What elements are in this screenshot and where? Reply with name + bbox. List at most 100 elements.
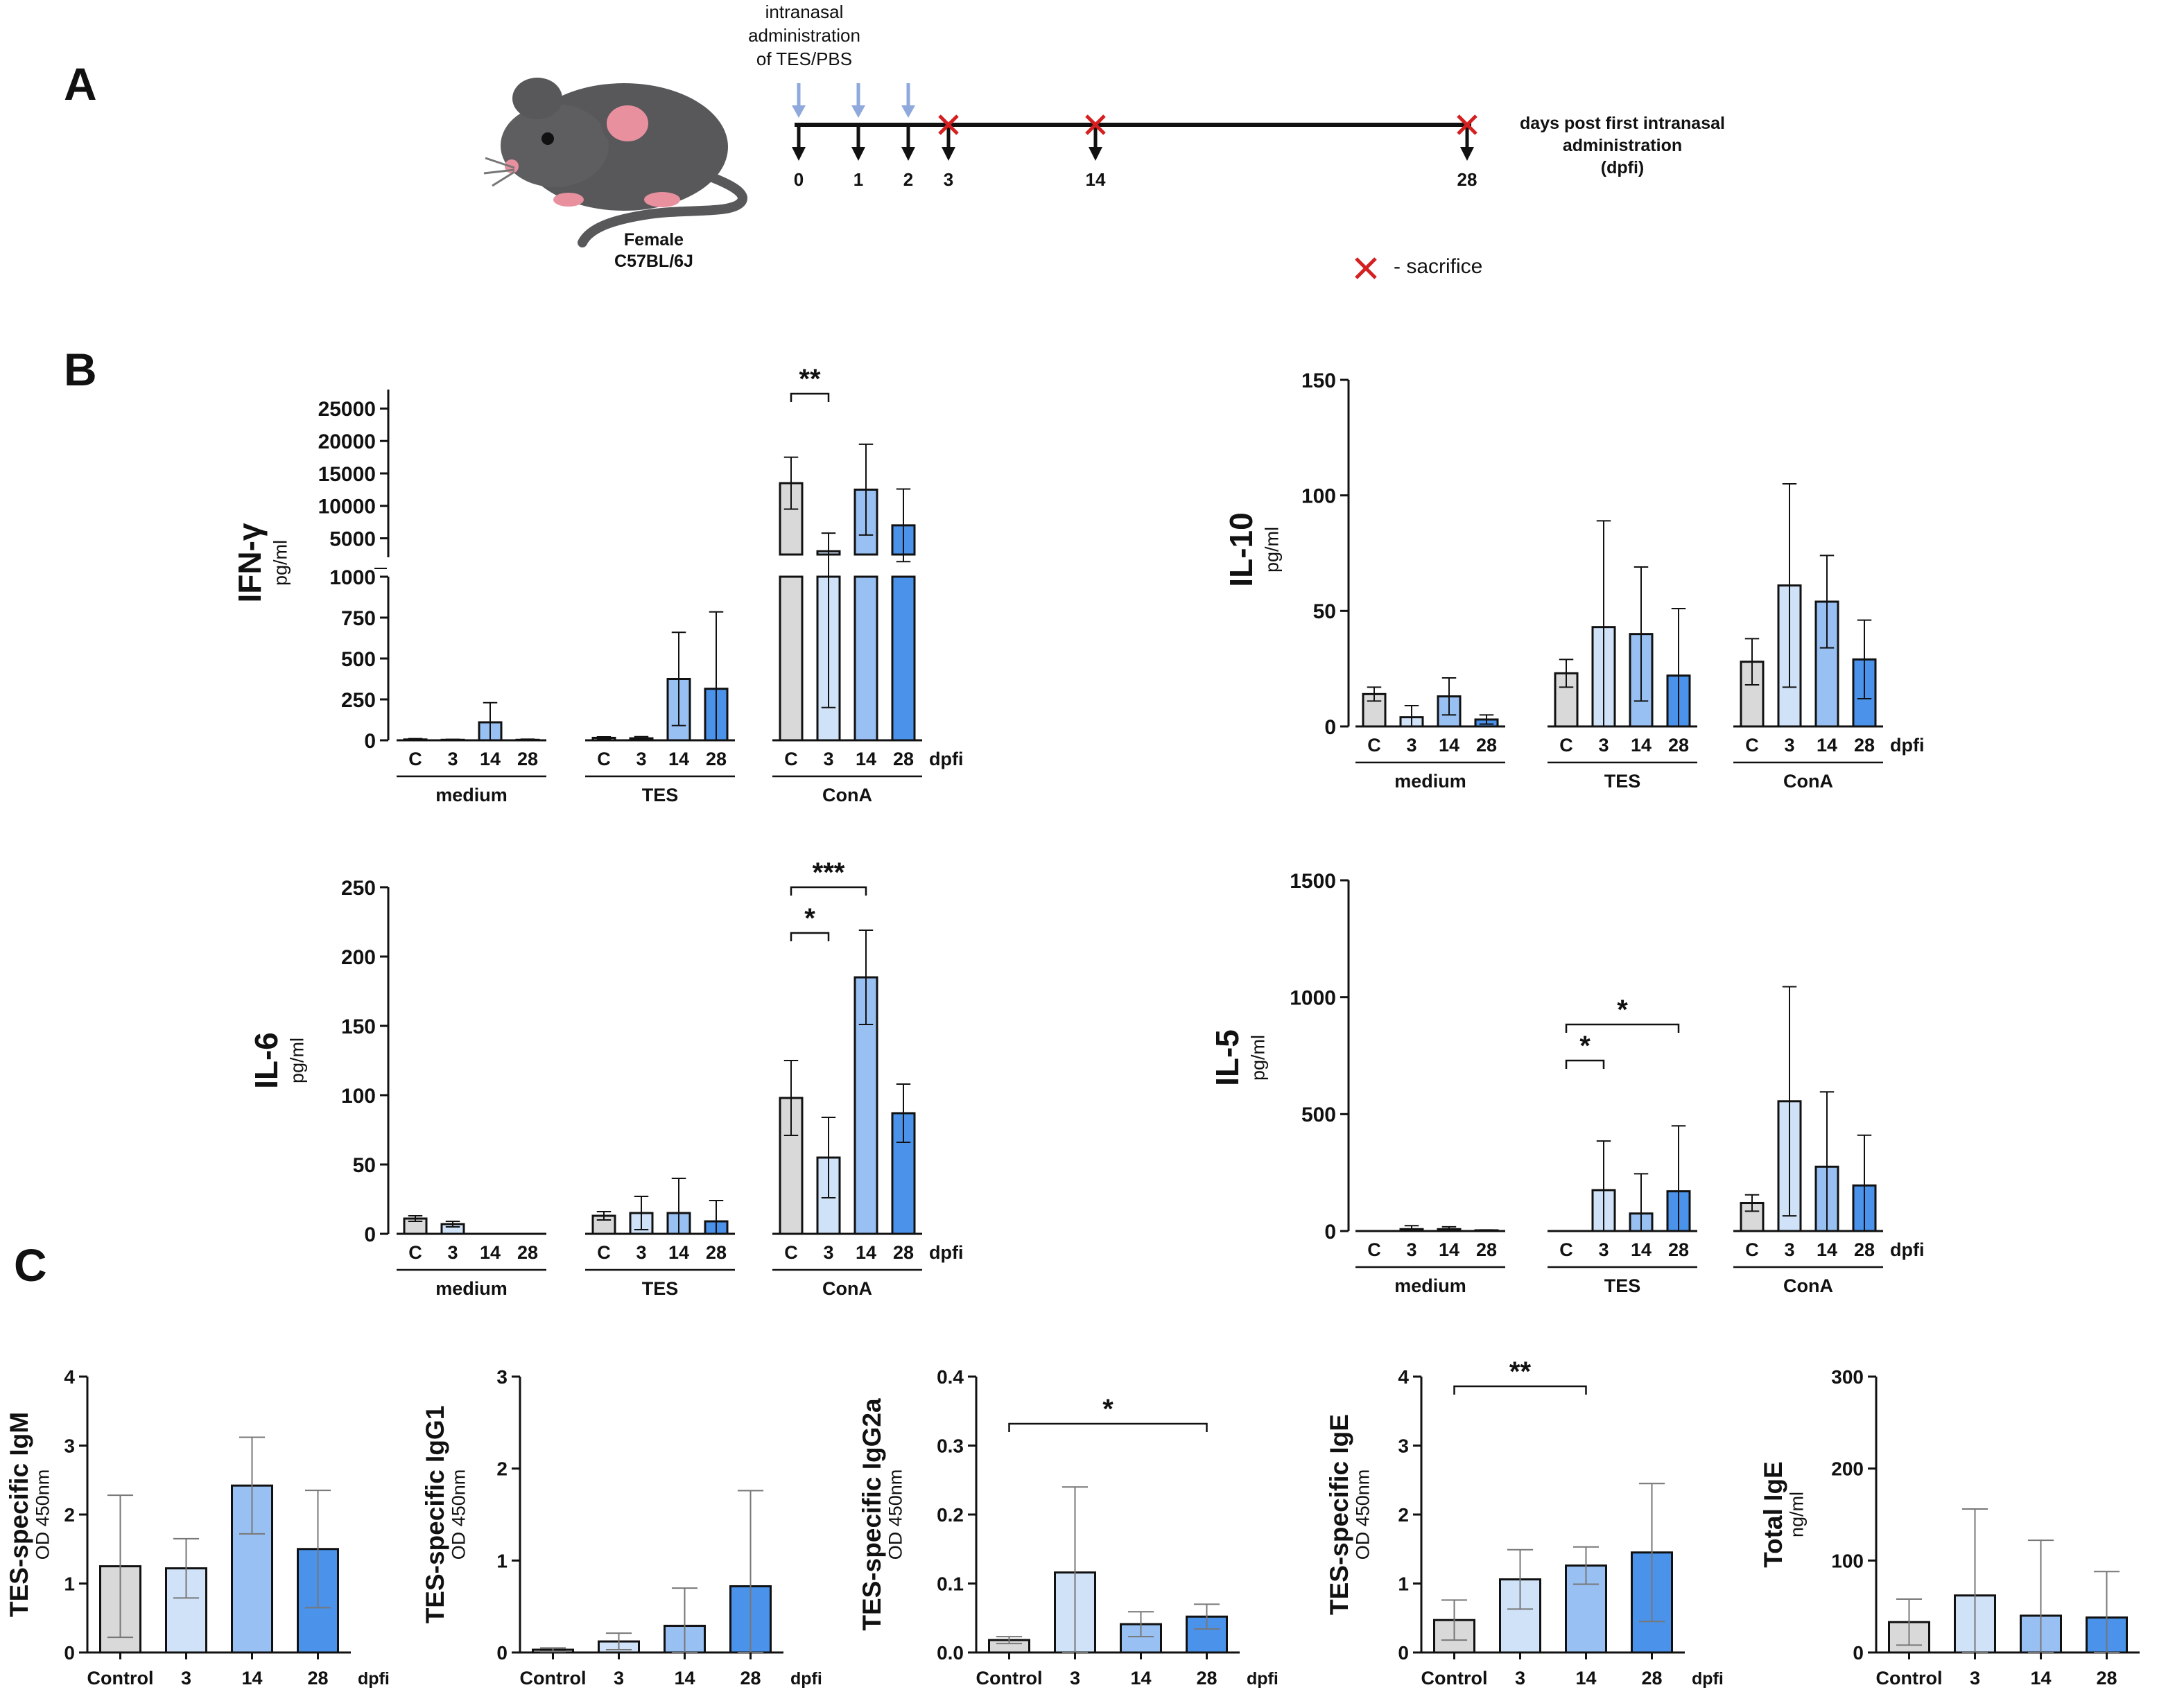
y-tick-label: 150 <box>341 1015 376 1038</box>
significance-bracket <box>1565 1023 1680 1033</box>
significance-label: * <box>1617 995 1628 1025</box>
y-tick-label: 250 <box>341 689 376 712</box>
x-tick-label: C <box>597 1242 611 1263</box>
sacrifice-mark <box>1085 114 1106 135</box>
y-axis-title: IFN-γ <box>232 523 268 602</box>
y-tick-label: 0 <box>364 730 376 753</box>
x-tick-label: 3 <box>1784 1239 1794 1260</box>
significance-label: ** <box>1509 1357 1532 1387</box>
chart-ifng: 0 250 500 750 1000 5000 10000 15000 20000 25000 C 3… <box>232 364 963 805</box>
x-tick-label: C <box>1559 735 1573 756</box>
significance-bracket <box>1008 1422 1208 1432</box>
y-tick-label: 0.0 <box>937 1642 964 1664</box>
sacrifice-mark <box>938 114 959 135</box>
y-tick-label: 10000 <box>318 496 376 518</box>
day-arrowhead <box>851 147 865 161</box>
x-tick-label: Control <box>1421 1668 1488 1689</box>
x-tick-label: C <box>1367 1239 1381 1260</box>
y-tick-label: 500 <box>1301 1104 1336 1126</box>
x-tick-label: 28 <box>1854 735 1875 756</box>
y-axis-unit: OD 450nm <box>448 1469 469 1560</box>
day-arrowhead <box>942 147 955 161</box>
y-tick-label: 200 <box>1831 1458 1864 1480</box>
x-tick-label: 3 <box>181 1668 191 1689</box>
significance-label: * <box>1579 1031 1591 1061</box>
group-label: ConA <box>822 1278 872 1299</box>
panel-label-a: A <box>64 58 97 110</box>
x-tick-label: 14 <box>1817 1239 1837 1260</box>
y-tick-label: 0 <box>496 1642 508 1664</box>
y-axis-title: IL-6 <box>248 1032 284 1089</box>
x-tick-label: 14 <box>674 1668 695 1689</box>
x-tick-label: C <box>597 749 611 769</box>
x-tick-label: 28 <box>1476 735 1497 756</box>
x-tick-label: 14 <box>1631 735 1652 756</box>
y-tick-label: 100 <box>1301 485 1336 507</box>
significance-bracket <box>1453 1385 1587 1395</box>
x-tick-label: 3 <box>823 1242 833 1263</box>
chart-il10: 0 50 100 150 C 3 14 28 medium C 3 14 28 TES C 3 14 28 ConA… <box>1223 369 1924 792</box>
x-tick-label: 28 <box>1641 1668 1662 1689</box>
group-label: TES <box>642 1278 679 1299</box>
x-tick-label: 14 <box>1439 1239 1459 1260</box>
y-tick-label: 20000 <box>318 430 376 453</box>
chart-igg1: 0 1 2 3 Control 3 14 28 dpfi TES-specific IgG1OD … <box>421 1366 822 1689</box>
group-label: TES <box>642 785 679 805</box>
chart-il5: 0 500 1000 1500 C 3 14 28 medium C 3 14 28 TES C 3 14 28 C… <box>1209 870 1924 1296</box>
y-axis-title: Total IgE <box>1759 1461 1787 1567</box>
timeline-axis-title-3: (dpfi) <box>1601 158 1644 177</box>
x-tick-label: C <box>784 749 798 769</box>
y-tick-label: 1000 <box>1290 986 1336 1009</box>
y-axis-unit: OD 450nm <box>32 1469 53 1560</box>
significance-bracket <box>790 392 830 402</box>
chart-igm: 0 1 2 3 4 Control 3 14 28 dpfi TES-specific IgMOD … <box>5 1366 390 1689</box>
group-label: medium <box>1394 1275 1466 1296</box>
x-tick-label: 3 <box>447 749 458 769</box>
y-tick-label: 0 <box>1398 1642 1409 1664</box>
x-tick-label: 14 <box>1575 1668 1596 1689</box>
group-label: medium <box>1394 771 1466 792</box>
y-axis-title: TES-specific IgM <box>5 1412 33 1617</box>
y-tick-label: 50 <box>1313 600 1336 623</box>
y-tick-label: 200 <box>341 946 376 969</box>
y-tick-label: 0 <box>1324 716 1336 739</box>
significance-label: * <box>1102 1394 1113 1424</box>
group-label: ConA <box>1783 1275 1833 1296</box>
x-tick-label: 3 <box>1784 735 1794 756</box>
day-label: 14 <box>1086 169 1106 190</box>
x-tick-label: 14 <box>1631 1239 1652 1260</box>
significance-bracket <box>1565 1059 1605 1069</box>
y-tick-label: 3 <box>64 1436 75 1457</box>
x-tick-label: C <box>1559 1239 1573 1260</box>
y-tick-label: 1 <box>1398 1573 1409 1595</box>
x-tick-label: C <box>1367 735 1381 756</box>
day-arrowhead <box>1089 147 1102 161</box>
day-label: 1 <box>853 169 863 190</box>
panel-label-c: C <box>14 1239 47 1291</box>
x-unit-label: dpfi <box>790 1669 822 1689</box>
significance-label: *** <box>813 857 845 888</box>
mouse-label-1: Female <box>624 230 684 250</box>
x-tick-label: 3 <box>1070 1668 1080 1689</box>
mouse-ear <box>601 100 654 147</box>
y-tick-label: 1 <box>496 1550 508 1571</box>
x-tick-label: 28 <box>1668 735 1689 756</box>
sacrifice-legend-label: - sacrifice <box>1394 255 1482 278</box>
x-tick-label: 14 <box>1439 735 1459 756</box>
x-tick-label: 28 <box>517 1242 538 1263</box>
y-tick-label: 0.3 <box>937 1436 964 1457</box>
timeline: 0 1 2 3 14 28 <box>792 83 1477 190</box>
day-arrowhead <box>792 147 806 161</box>
x-tick-label: 3 <box>1598 1239 1609 1260</box>
y-axis-unit: ng/ml <box>1786 1492 1807 1537</box>
x-tick-label: Control <box>520 1668 587 1689</box>
admin-arrowhead <box>901 105 915 118</box>
bar <box>891 575 916 742</box>
x-tick-label: 28 <box>2096 1668 2117 1689</box>
x-unit-label: dpfi <box>1890 1239 1924 1260</box>
x-tick-label: C <box>408 749 422 769</box>
bar <box>779 575 804 742</box>
x-tick-label: 14 <box>480 749 501 769</box>
